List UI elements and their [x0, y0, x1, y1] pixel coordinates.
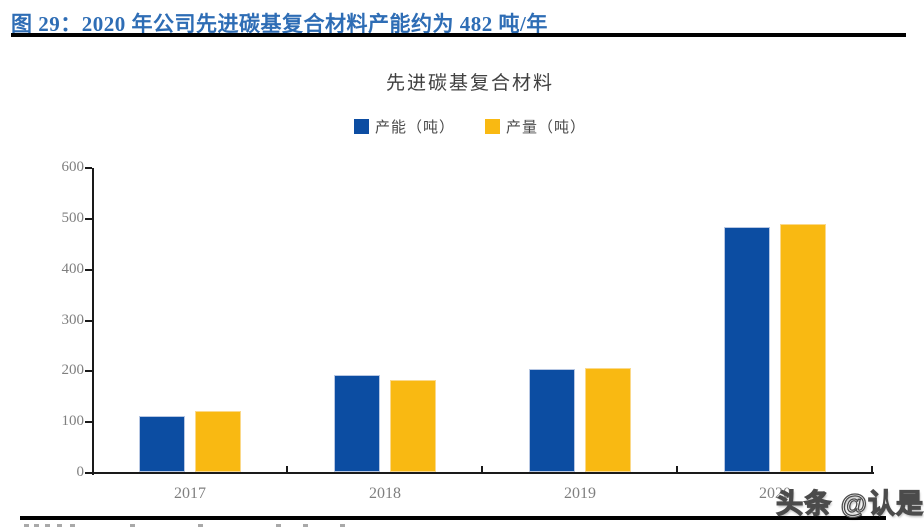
y-axis-tick-label: 300 [61, 311, 85, 328]
y-axis-tick-label: 400 [61, 260, 85, 277]
bar-2018-output [390, 380, 436, 472]
x-axis-tick [481, 466, 483, 472]
legend-item-output: 产量（吨） [485, 116, 586, 137]
chart-legend: 产能（吨） 产量（吨） [80, 116, 860, 137]
x-axis-label-2017: 2017 [174, 485, 206, 502]
bar-2020-output [780, 224, 826, 472]
bar-2018-capacity [334, 375, 380, 472]
x-axis-label-2019: 2019 [564, 485, 596, 502]
x-axis-label-2020: 2020 [759, 485, 791, 502]
footer-divider-line [20, 516, 886, 520]
y-axis-tick [85, 268, 92, 271]
bar-2020-capacity [724, 227, 770, 472]
figure-caption: 图 29：2020 年公司先进碳基复合材料产能约为 482 吨/年 [11, 12, 548, 36]
y-axis-tick [85, 217, 92, 220]
clipped-source-text-fragments [0, 523, 400, 528]
x-axis-tick [871, 466, 873, 472]
y-axis-tick-label: 500 [61, 209, 85, 226]
legend-swatch-icon [485, 119, 500, 134]
legend-item-capacity: 产能（吨） [353, 116, 455, 137]
y-axis-tick-label: 600 [61, 159, 85, 175]
y-axis-tick [85, 421, 92, 424]
bar-2017-output [195, 411, 241, 472]
y-axis-tick [85, 319, 92, 322]
y-axis-tick-label: 100 [61, 413, 85, 430]
x-axis-label-2018: 2018 [369, 485, 401, 502]
y-axis-tick [85, 167, 92, 169]
chart-title: 先进碳基复合材料 [385, 73, 554, 94]
legend-label: 产量（吨） [506, 120, 587, 136]
y-axis-tick-label: 200 [61, 362, 85, 379]
bar-2019-capacity [529, 369, 575, 472]
bar-2019-output [585, 368, 631, 472]
toutiao-watermark: 头条 @认是 [776, 488, 924, 519]
y-axis-line [92, 168, 94, 475]
x-axis-tick [286, 466, 288, 472]
legend-label: 产能（吨） [374, 120, 455, 136]
bar-2017-capacity [139, 416, 185, 472]
y-axis-tick-label: 0 [76, 464, 85, 480]
y-axis-tick [85, 472, 92, 474]
y-axis-tick [85, 370, 92, 373]
legend-swatch-icon [353, 119, 369, 134]
x-axis-tick [676, 466, 678, 472]
caption-divider-line [11, 33, 906, 37]
x-axis-line [92, 472, 874, 474]
